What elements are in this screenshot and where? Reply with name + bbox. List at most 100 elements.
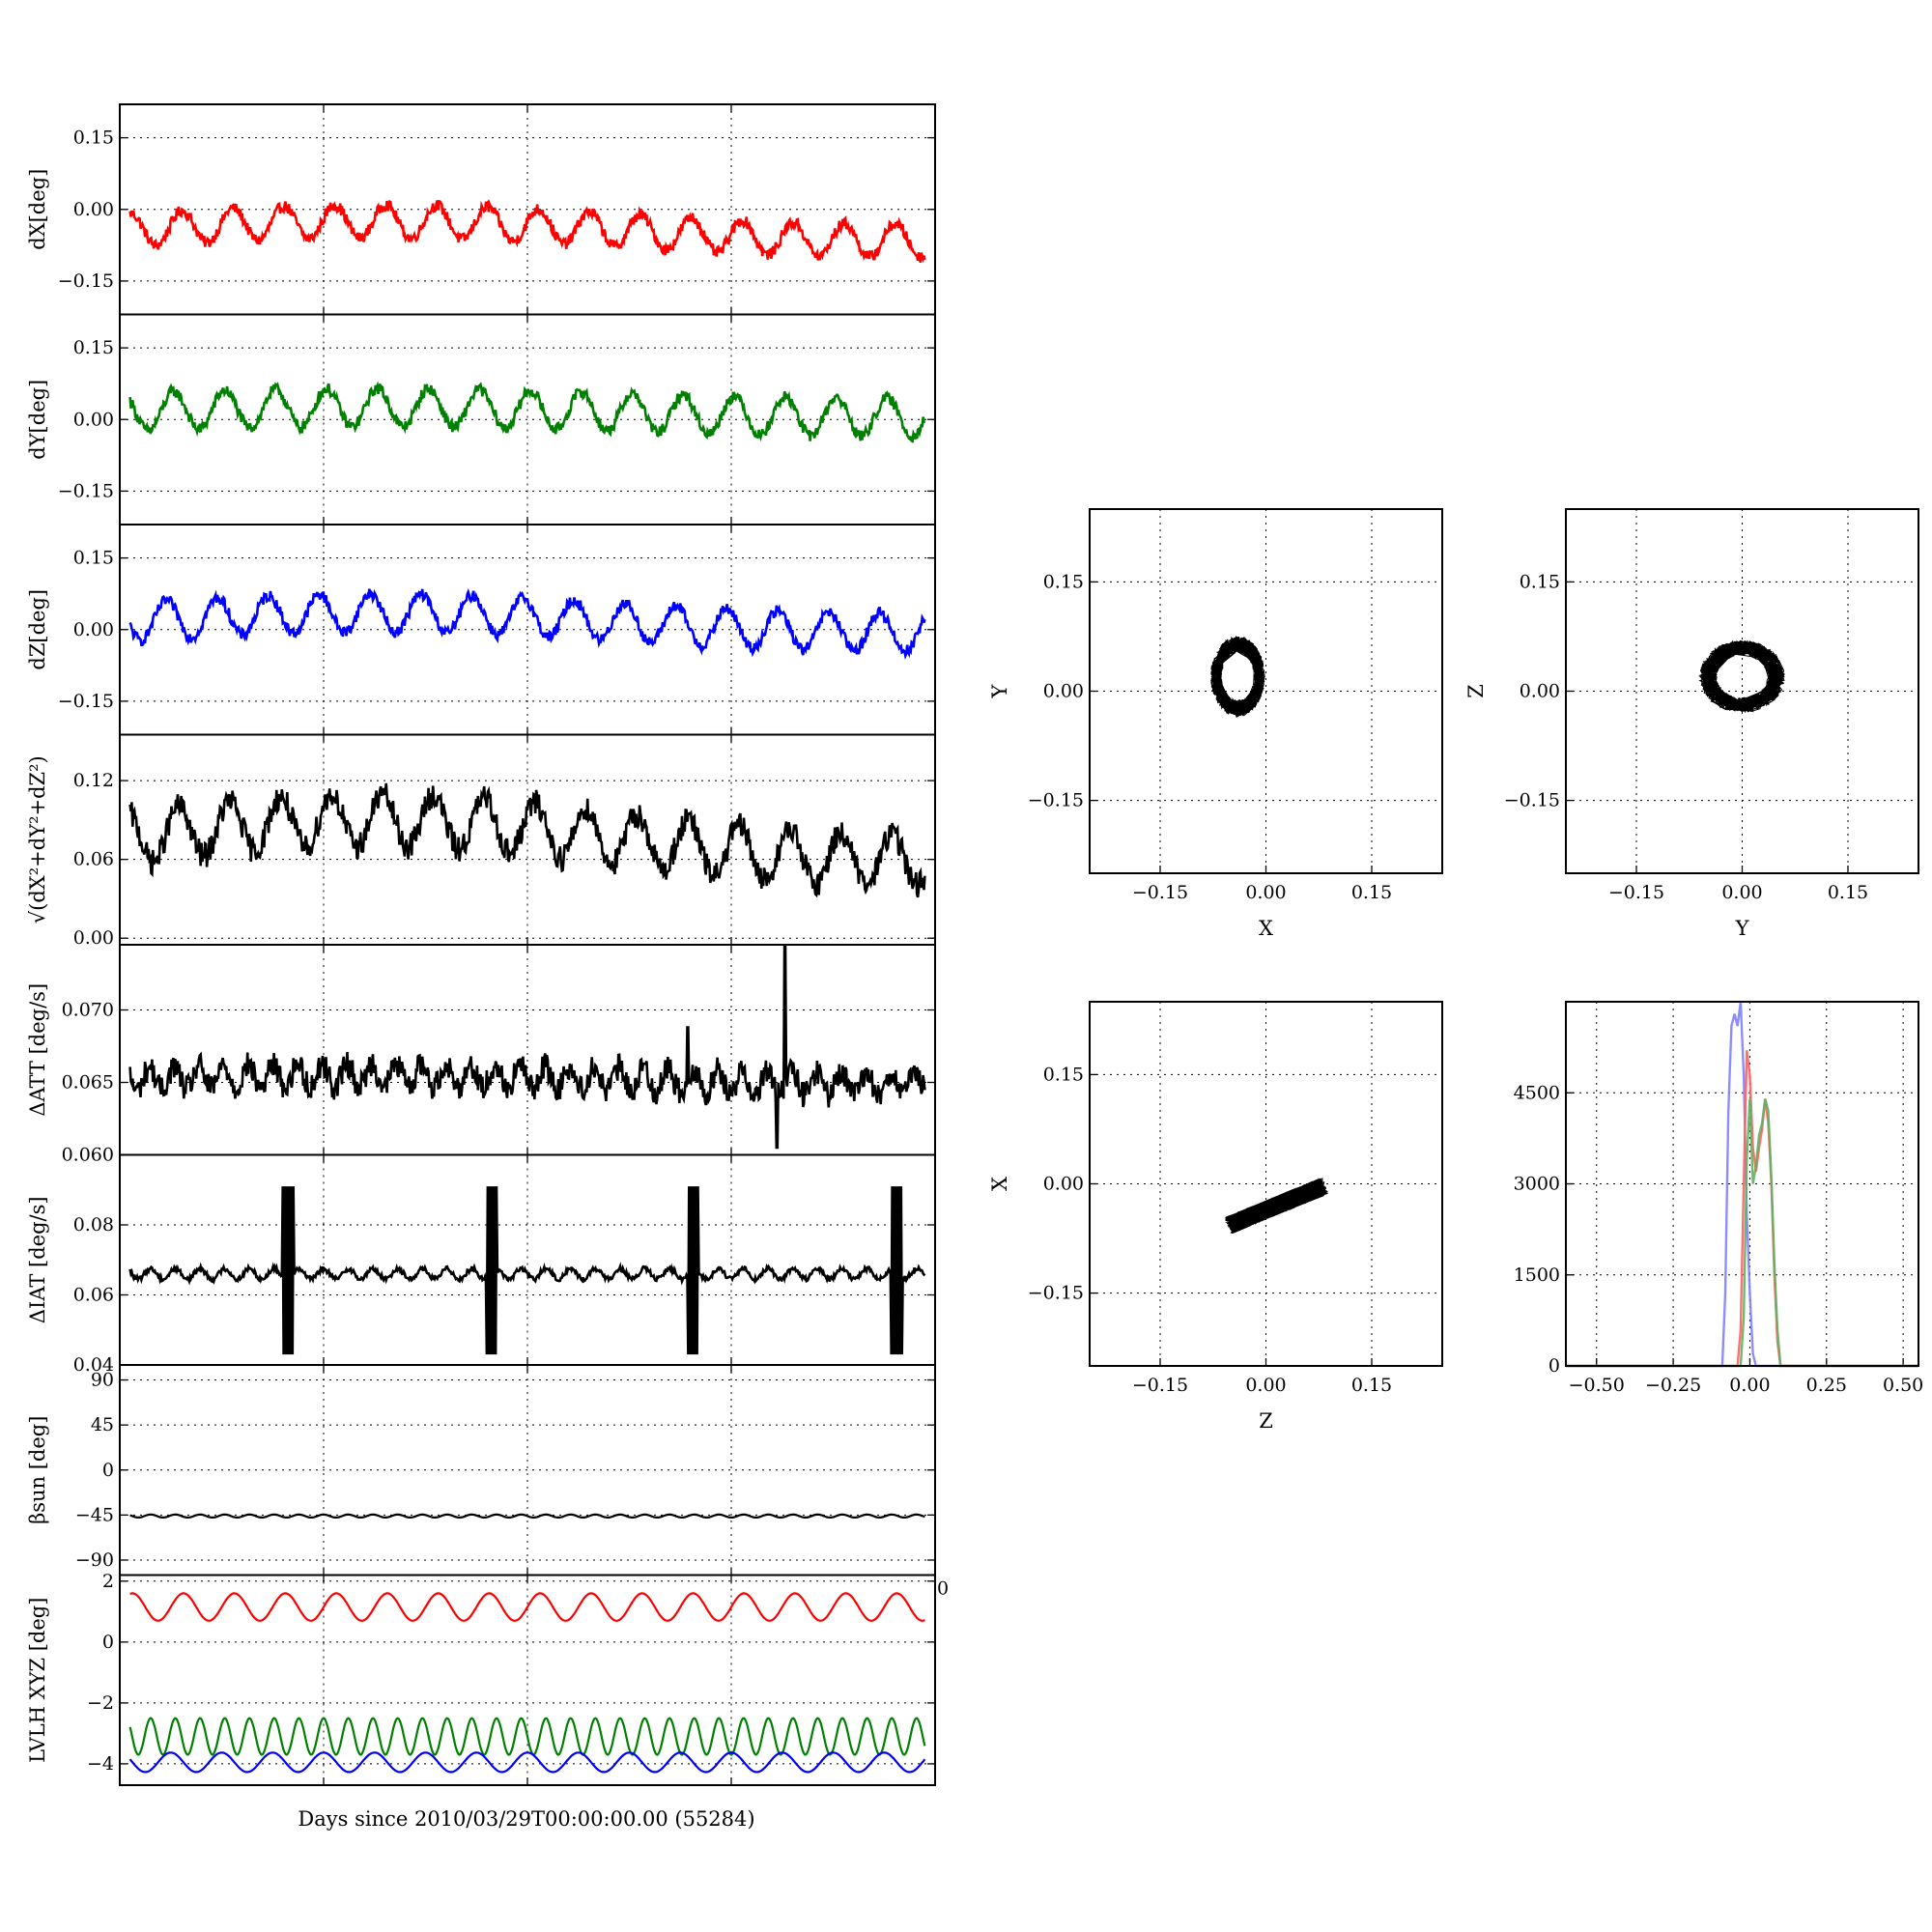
y-tick-label: 0 bbox=[102, 1460, 114, 1481]
y-axis-label: ΔIAT [deg/s] bbox=[26, 1196, 49, 1323]
time-axis-label: Days since 2010/03/29T00:00:00.00 (55284… bbox=[298, 1807, 754, 1831]
x-tick-label: 0.15 bbox=[1828, 882, 1868, 903]
series-line bbox=[128, 945, 926, 1150]
y-axis-label: ΔATT [deg/s] bbox=[26, 983, 49, 1117]
y-axis-label: βsun [deg] bbox=[26, 1416, 49, 1524]
y-tick-label: 0 bbox=[102, 1632, 114, 1653]
panel-dATT: 0.065 0.070 0.060 ΔATT [deg/s] bbox=[26, 944, 936, 1166]
y-tick-label: 0.060 bbox=[62, 1145, 114, 1166]
x-axis-label: Y bbox=[1735, 917, 1750, 940]
x-tick-label: 0 bbox=[937, 1578, 949, 1600]
x-tick-label: 0.00 bbox=[1729, 1375, 1770, 1396]
y-tick-label: −0.15 bbox=[58, 691, 114, 712]
x-tick-label: 0.00 bbox=[1245, 882, 1286, 903]
y-tick-label: 0.04 bbox=[73, 1354, 114, 1376]
y-tick-label: 0 bbox=[1548, 1355, 1560, 1377]
y-tick-label: 0.00 bbox=[73, 199, 114, 220]
panel-ZX: −0.15 −0.15 0.00 0.00 0.15 0.15 Z X bbox=[988, 1001, 1443, 1433]
series-line bbox=[129, 1513, 925, 1520]
panel-dZ: −0.15 0.00 0.15 dZ[deg] bbox=[26, 524, 936, 736]
panel-dY: −0.15 0.00 0.15 dY[deg] bbox=[26, 313, 936, 526]
y-tick-label: −0.15 bbox=[58, 270, 114, 292]
panel-dX: −0.15 0.00 0.15 dX[deg] bbox=[26, 103, 936, 316]
series-line bbox=[128, 199, 926, 264]
y-tick-label: 0.15 bbox=[73, 337, 114, 358]
y-tick-label: 0.15 bbox=[73, 128, 114, 149]
series-line bbox=[128, 587, 926, 661]
x-tick-label: 0.15 bbox=[1351, 882, 1392, 903]
y-tick-label: 0.00 bbox=[73, 927, 114, 949]
y-tick-label: 0.15 bbox=[1520, 571, 1560, 592]
y-tick-label: 0.06 bbox=[73, 849, 114, 870]
y-tick-label: −90 bbox=[75, 1549, 114, 1571]
scatter-trace bbox=[1209, 636, 1265, 719]
x-tick-label: −0.15 bbox=[1608, 882, 1664, 903]
x-tick-label: −0.15 bbox=[1132, 1375, 1188, 1396]
series-line bbox=[128, 1186, 926, 1355]
y-axis-label: √(dX²+dY²+dZ²) bbox=[26, 755, 49, 923]
axes-frame bbox=[119, 733, 936, 946]
panel-YZ: −0.15 −0.15 0.00 0.00 0.15 0.15 Y Z bbox=[1464, 508, 1919, 940]
y-tick-label: 90 bbox=[91, 1370, 114, 1391]
y-tick-label: 0.00 bbox=[73, 409, 114, 430]
y-tick-label: 0.15 bbox=[1043, 1064, 1084, 1085]
axes-frame bbox=[1565, 1001, 1919, 1367]
series-line bbox=[128, 782, 926, 898]
y-tick-label: −0.15 bbox=[1028, 1283, 1084, 1304]
axes-frame bbox=[119, 944, 936, 1156]
y-tick-label: 0.12 bbox=[73, 770, 114, 791]
panel-hist: −0.50 −0.25 0.00 0.25 0.50 0 1500 3000 4500 bbox=[1514, 1001, 1923, 1396]
y-tick-label: 0.08 bbox=[73, 1214, 114, 1236]
y-tick-label: 2 bbox=[102, 1571, 114, 1592]
y-tick-label: 0.06 bbox=[73, 1285, 114, 1306]
panel-dIAT: 0.04 0.06 0.08 ΔIAT [deg/s] bbox=[26, 1153, 936, 1376]
series-line bbox=[128, 1751, 926, 1774]
histogram-line bbox=[1566, 1050, 1918, 1368]
scatter-trace bbox=[1224, 1178, 1328, 1234]
y-tick-label: 3000 bbox=[1514, 1174, 1560, 1195]
series-line bbox=[129, 1592, 925, 1622]
axes-frame bbox=[1565, 508, 1919, 874]
histogram-line bbox=[1566, 1001, 1918, 1368]
y-tick-label: 45 bbox=[91, 1414, 114, 1435]
x-axis-label: X bbox=[1259, 917, 1273, 940]
y-tick-label: 0.00 bbox=[1043, 681, 1084, 702]
y-tick-label: −45 bbox=[75, 1504, 114, 1525]
x-tick-label: −0.50 bbox=[1569, 1375, 1625, 1396]
x-axis-label: Z bbox=[1259, 1409, 1273, 1433]
y-axis-label: LVLH XYZ [deg] bbox=[26, 1598, 49, 1763]
axes-frame bbox=[119, 1574, 936, 1786]
scatter-trace bbox=[1698, 639, 1785, 713]
y-tick-label: 0.00 bbox=[1043, 1174, 1084, 1195]
y-axis-label: Z bbox=[1464, 684, 1488, 698]
x-tick-label: −0.25 bbox=[1645, 1375, 1701, 1396]
y-tick-label: 0.065 bbox=[62, 1072, 114, 1094]
y-tick-label: −4 bbox=[87, 1753, 114, 1775]
y-axis-label: Y bbox=[988, 683, 1011, 698]
x-tick-label: 0.25 bbox=[1806, 1375, 1847, 1396]
series-line bbox=[128, 381, 926, 443]
y-tick-label: −0.15 bbox=[1028, 790, 1084, 811]
panel-lvlh: −4 −2 0 2 0 LVLH XYZ [deg] bbox=[26, 1571, 949, 1786]
panel-dR: 0.00 0.06 0.12 √(dX²+dY²+dZ²) bbox=[26, 733, 936, 949]
y-tick-label: 0.15 bbox=[1043, 571, 1084, 592]
y-tick-label: −0.15 bbox=[1504, 790, 1560, 811]
x-tick-label: 0.00 bbox=[1721, 882, 1762, 903]
y-tick-label: 0.00 bbox=[1520, 681, 1560, 702]
y-tick-label: 4500 bbox=[1514, 1082, 1560, 1103]
histogram-line bbox=[1566, 1098, 1918, 1368]
y-tick-label: 0.070 bbox=[62, 1000, 114, 1021]
axes-frame bbox=[119, 1153, 936, 1366]
x-tick-label: 0.15 bbox=[1351, 1375, 1392, 1396]
y-tick-label: 0.15 bbox=[73, 548, 114, 569]
y-axis-label: dX[deg] bbox=[26, 169, 49, 250]
panel-XY: −0.15 −0.15 0.00 0.00 0.15 0.15 X Y bbox=[988, 508, 1443, 940]
series-line bbox=[128, 1717, 926, 1756]
y-tick-label: −2 bbox=[87, 1692, 114, 1714]
y-tick-label: 0.00 bbox=[73, 619, 114, 640]
x-tick-label: 0.50 bbox=[1883, 1375, 1923, 1396]
panel-beta_sun: −90 −45 0 45 90 βsun [deg] bbox=[26, 1364, 936, 1577]
y-axis-label: X bbox=[988, 1177, 1011, 1191]
x-tick-label: 0.00 bbox=[1245, 1375, 1286, 1396]
